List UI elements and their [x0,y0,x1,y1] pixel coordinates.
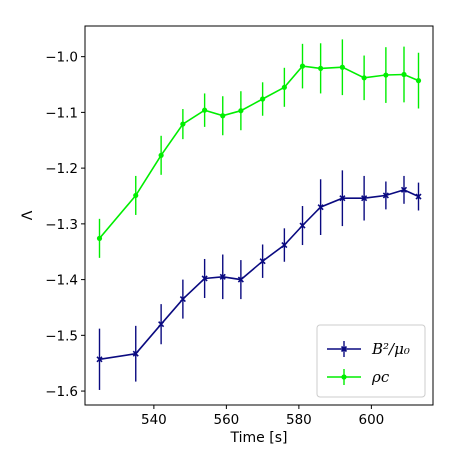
legend: B²/μ₀ ρc [316,324,426,398]
legend-box [316,324,426,398]
legend-marker-rho-c [341,374,347,380]
y-tick-label: −1.2 [45,161,78,177]
data-point [299,63,306,69]
data-point [259,258,266,265]
y-tick-label: −1.6 [45,384,78,400]
data-point [383,72,389,78]
plot-marks [96,39,422,390]
x-tick-label: 580 [286,412,312,428]
series-1 [96,39,422,258]
x-tick-label: 600 [358,412,384,428]
data-point [96,356,103,363]
data-point [318,65,324,71]
data-point [201,275,208,282]
series-line [99,189,419,361]
y-tick-label: −1.4 [45,273,78,289]
y-tick-label: −1.0 [45,50,78,66]
data-point [401,71,407,78]
legend-label-rho-c: ρc [371,368,390,386]
data-point [339,195,346,202]
data-point [415,78,422,84]
series-0 [96,170,422,390]
data-point [281,241,288,249]
data-point [158,152,164,158]
data-point [96,235,103,241]
y-tick-label: −1.5 [45,328,78,344]
data-point [281,84,287,90]
x-axis-label: Time [s] [230,430,288,446]
data-point [158,321,165,328]
data-point [415,193,422,200]
legend-marker-b-field [340,345,348,353]
legend-entry-rho-c: ρc [327,368,390,386]
x-tick-label: 560 [213,412,239,428]
data-point [237,276,244,283]
data-point [202,107,208,113]
data-point [361,195,368,202]
legend-marker [341,374,347,380]
data-point [238,108,244,114]
data-point [339,64,345,70]
data-point [299,222,306,229]
data-point [260,96,266,102]
data-point [220,113,226,119]
data-point [361,75,367,81]
data-point [132,350,139,357]
x-tick-label: 540 [141,412,167,428]
y-tick-label: −1.3 [45,217,78,233]
legend-marker [340,345,348,353]
plot-frame [84,25,434,406]
legend-label-b-field: B²/μ₀ [371,340,410,358]
y-tick-label: −1.1 [45,105,78,121]
data-point [317,204,324,211]
y-axis-label: Λ [20,210,36,220]
data-point [180,121,186,127]
series-line [98,65,419,239]
data-point [219,273,226,280]
data-point [179,296,186,303]
y-axis-ticks: −1.6 −1.5 −1.4 −1.3 −1.2 −1.1 −1.0 [45,50,85,400]
data-point [400,186,408,193]
data-point [133,192,139,199]
legend-entry-b-field: B²/μ₀ [327,340,410,358]
data-point [382,192,389,199]
x-axis-ticks: 540 560 580 600 [141,405,384,428]
